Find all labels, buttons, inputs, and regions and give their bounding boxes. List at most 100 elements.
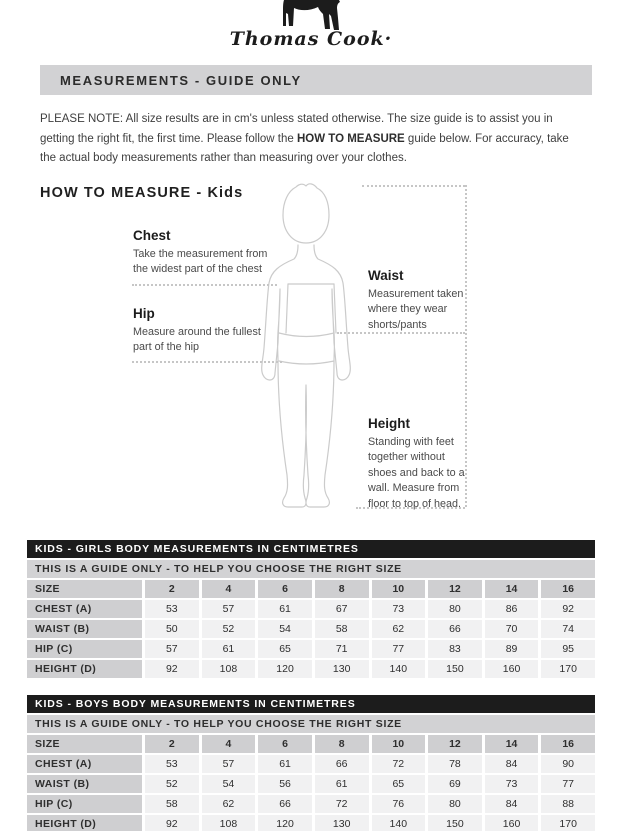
boys-size-table: KIDS - BOYS BODY MEASUREMENTS IN CENTIME… [27, 694, 595, 831]
row-label: HEIGHT (D) [27, 814, 142, 831]
girls-measurements-grid: SIZE 2 4 6 8 10 12 14 16 CHEST (A) 53 57 61 67 73 80 86 9… [27, 579, 595, 678]
measurement-cell: 84 [484, 794, 539, 813]
row-label: HEIGHT (D) [27, 659, 142, 678]
measurement-cell: 74 [541, 619, 595, 638]
measurement-cell: 76 [371, 794, 426, 813]
intro-note: PLEASE NOTE: All size results are in cm'… [40, 110, 585, 169]
size-column-header: 12 [428, 579, 482, 598]
how-to-measure-section: HOW TO MEASURE - Kids Chest Take the mea… [0, 182, 622, 531]
measurement-cell: 150 [428, 814, 482, 831]
boys-table-title-bar: KIDS - BOYS BODY MEASUREMENTS IN CENTIME… [27, 694, 595, 713]
chest-guide-line [132, 283, 277, 286]
boys-table-subtitle-bar: THIS IS A GUIDE ONLY - TO HELP YOU CHOOS… [27, 714, 595, 733]
girls-table-title-bar: KIDS - GIRLS BODY MEASUREMENTS IN CENTIM… [27, 539, 595, 558]
measurement-cell: 84 [484, 754, 539, 773]
height-vertical-guide-line [465, 184, 467, 507]
size-column-header: 10 [371, 734, 426, 753]
measurement-cell: 77 [541, 774, 595, 793]
measurement-cell: 71 [314, 639, 369, 658]
waist-title: Waist [368, 267, 404, 283]
measurement-cell: 61 [258, 754, 312, 773]
measurement-cell: 92 [145, 814, 199, 831]
measurement-cell: 72 [371, 754, 426, 773]
measurement-cell: 53 [145, 754, 199, 773]
height-description: Standing with feet together without shoe… [368, 435, 465, 510]
size-column-header: 14 [484, 734, 539, 753]
measurement-cell: 160 [484, 814, 539, 831]
height-bottom-guide-line [356, 506, 465, 509]
row-label: HIP (C) [27, 639, 142, 658]
measurement-cell: 92 [541, 599, 595, 618]
brand-logo: Thomas Cook· [0, 0, 622, 58]
measurement-cell: 57 [201, 754, 256, 773]
page-title: MEASUREMENTS - GUIDE ONLY [60, 72, 302, 88]
measurement-cell: 61 [314, 774, 369, 793]
row-label: WAIST (B) [27, 774, 142, 793]
measurement-cell: 66 [314, 754, 369, 773]
measurement-cell: 67 [314, 599, 369, 618]
measurement-cell: 170 [541, 659, 595, 678]
measurement-cell: 56 [258, 774, 312, 793]
girls-size-table: KIDS - GIRLS BODY MEASUREMENTS IN CENTIM… [27, 539, 595, 678]
measurement-cell: 108 [201, 659, 256, 678]
measurement-cell: 61 [201, 639, 256, 658]
measurement-cell: 70 [484, 619, 539, 638]
size-column-header: 8 [314, 734, 369, 753]
waist-guide-line [337, 331, 465, 334]
height-top-guide-line [362, 184, 465, 187]
hip-guide-line [132, 360, 282, 363]
hip-description: Measure around the fullest part of the h… [133, 325, 261, 354]
note-text-1: PLEASE NOTE: All size results are in cm'… [40, 113, 553, 145]
measurement-cell: 52 [201, 619, 256, 638]
height-title: Height [368, 415, 410, 431]
measurement-cell: 160 [484, 659, 539, 678]
measurement-cell: 150 [428, 659, 482, 678]
hip-label: Hip Measure around the fullest part of t… [133, 306, 261, 356]
measurement-cell: 140 [371, 659, 426, 678]
chest-description: Take the measurement from the widest par… [133, 247, 268, 276]
brand-wordmark: Thomas Cook· [229, 28, 393, 50]
measurement-cell: 62 [371, 619, 426, 638]
size-column-header: 8 [314, 579, 369, 598]
girls-table-subtitle-bar: THIS IS A GUIDE ONLY - TO HELP YOU CHOOS… [27, 559, 595, 578]
row-label: HIP (C) [27, 794, 142, 813]
size-row-label: SIZE [27, 579, 142, 598]
horse-icon [282, 0, 340, 30]
measurement-cell: 72 [314, 794, 369, 813]
measurement-cell: 57 [145, 639, 199, 658]
waist-description: Measurement taken where they wear shorts… [368, 287, 464, 331]
row-label: CHEST (A) [27, 599, 142, 618]
note-text-2: guide below. For accuracy, take the actu… [40, 132, 569, 165]
measurement-cell: 50 [145, 619, 199, 638]
measurement-cell: 86 [484, 599, 539, 618]
size-column-header: 12 [428, 734, 482, 753]
measurement-cell: 58 [314, 619, 369, 638]
measurement-cell: 88 [541, 794, 595, 813]
height-label: Height Standing with feet together witho… [368, 416, 472, 513]
size-column-header: 6 [258, 734, 312, 753]
size-column-header: 14 [484, 579, 539, 598]
measurement-cell: 80 [428, 599, 482, 618]
row-label: WAIST (B) [27, 619, 142, 638]
measurement-cell: 120 [258, 659, 312, 678]
measurement-cell: 108 [201, 814, 256, 831]
boys-measurements-grid: SIZE 2 4 6 8 10 12 14 16 CHEST (A) 53 57 61 66 72 78 84 9… [27, 734, 595, 831]
measurement-cell: 92 [145, 659, 199, 678]
measurement-cell: 77 [371, 639, 426, 658]
child-figure-illustration [261, 182, 351, 508]
measurement-cell: 140 [371, 814, 426, 831]
measurement-cell: 130 [314, 814, 369, 831]
measurement-cell: 53 [145, 599, 199, 618]
measurement-cell: 65 [371, 774, 426, 793]
measurement-cell: 73 [484, 774, 539, 793]
size-column-header: 16 [541, 579, 595, 598]
measurement-cell: 69 [428, 774, 482, 793]
measurement-cell: 54 [258, 619, 312, 638]
measurement-cell: 80 [428, 794, 482, 813]
measurement-cell: 130 [314, 659, 369, 678]
size-row-label: SIZE [27, 734, 142, 753]
page-title-bar: MEASUREMENTS - GUIDE ONLY [40, 65, 592, 95]
measurement-cell: 73 [371, 599, 426, 618]
size-column-header: 16 [541, 734, 595, 753]
